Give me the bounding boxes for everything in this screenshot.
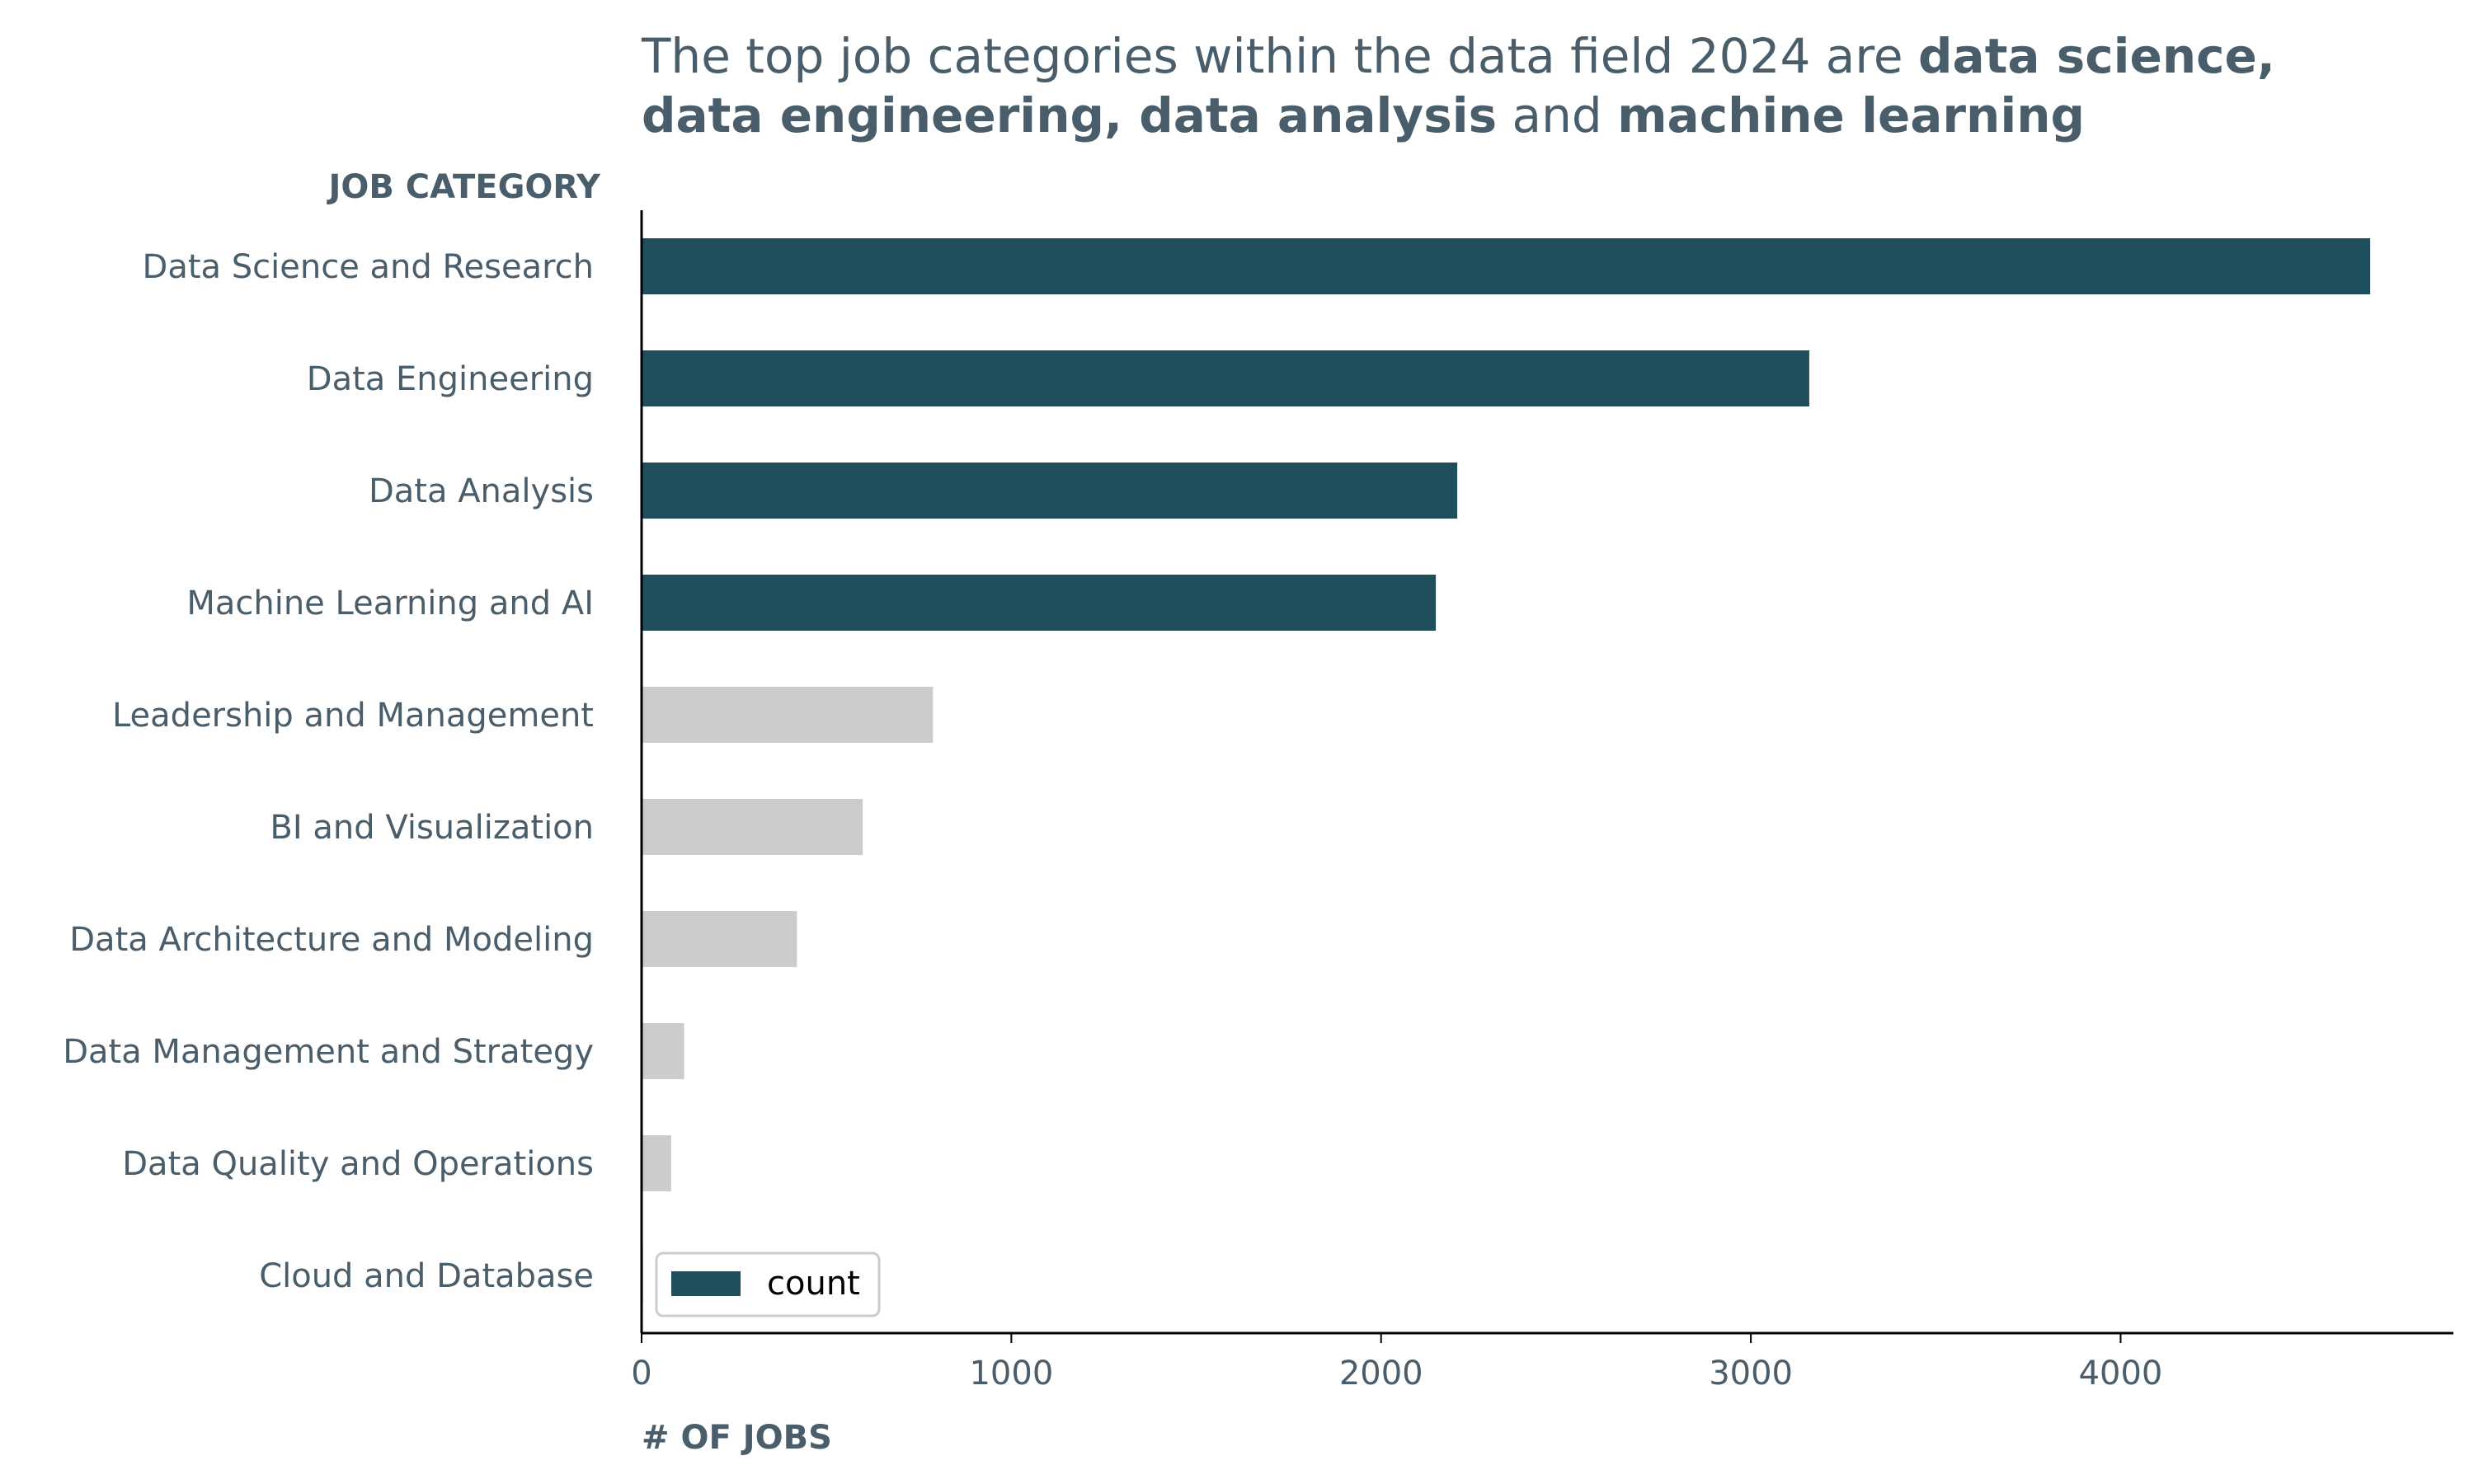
legend: count (655, 1252, 881, 1317)
bar (642, 575, 1437, 631)
category-label: Leadership and Management (112, 697, 594, 735)
bar (642, 799, 863, 855)
category-label: Cloud and Database (259, 1257, 594, 1295)
x-tick-label: 3000 (1709, 1355, 1793, 1392)
legend-frame (655, 1252, 881, 1317)
bar (642, 463, 1458, 519)
title-line-2: data engineering, data analysis and mach… (642, 86, 2415, 145)
category-label: Data Architecture and Modeling (69, 921, 594, 959)
category-label: Data Quality and Operations (122, 1145, 594, 1183)
bar (642, 350, 1809, 406)
title-text-normal: The top job categories within the data f… (642, 28, 1919, 84)
bar (642, 238, 2371, 294)
title-text-bold-data-analysis: data analysis (1122, 87, 1498, 143)
x-tick-label: 1000 (969, 1355, 1053, 1392)
legend-swatch (671, 1271, 741, 1296)
bar (642, 1023, 684, 1079)
x-tick-label: 0 (631, 1355, 651, 1392)
x-axis-label: # OF JOBS (642, 1419, 832, 1457)
category-label: BI and Visualization (270, 809, 594, 847)
title-text-bold-machine-learning: machine learning (1617, 87, 2086, 143)
category-label: Machine Learning and AI (186, 585, 594, 622)
bar (642, 1135, 671, 1191)
title-line-1: The top job categories within the data f… (642, 26, 2415, 86)
category-label: Data Science and Research (143, 248, 594, 286)
category-labels: Data Science and Research Data Engineerin… (63, 248, 594, 1295)
title-text-bold-data-engineering: data engineering, (642, 87, 1123, 143)
category-label: Data Analysis (369, 472, 594, 510)
x-tick-label: 2000 (1339, 1355, 1423, 1392)
x-tick-label: 4000 (2079, 1355, 2163, 1392)
bar (642, 687, 934, 743)
title-text-and: and (1497, 87, 1618, 143)
y-axis-label: JOB CATEGORY (326, 168, 601, 206)
bar (642, 911, 797, 967)
category-label: Data Management and Strategy (63, 1033, 594, 1071)
x-axis-ticks: 0 1000 2000 3000 4000 (631, 1333, 2162, 1392)
chart-title: The top job categories within the data f… (642, 26, 2415, 145)
bars-group (642, 238, 2371, 1303)
legend-label: count (767, 1265, 860, 1303)
category-label: Data Engineering (307, 360, 594, 398)
title-text-bold-data-science: data science, (1918, 28, 2275, 84)
